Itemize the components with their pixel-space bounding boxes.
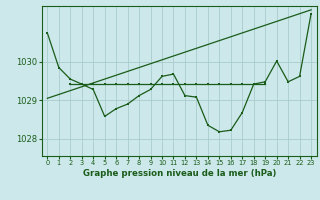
X-axis label: Graphe pression niveau de la mer (hPa): Graphe pression niveau de la mer (hPa) bbox=[83, 169, 276, 178]
